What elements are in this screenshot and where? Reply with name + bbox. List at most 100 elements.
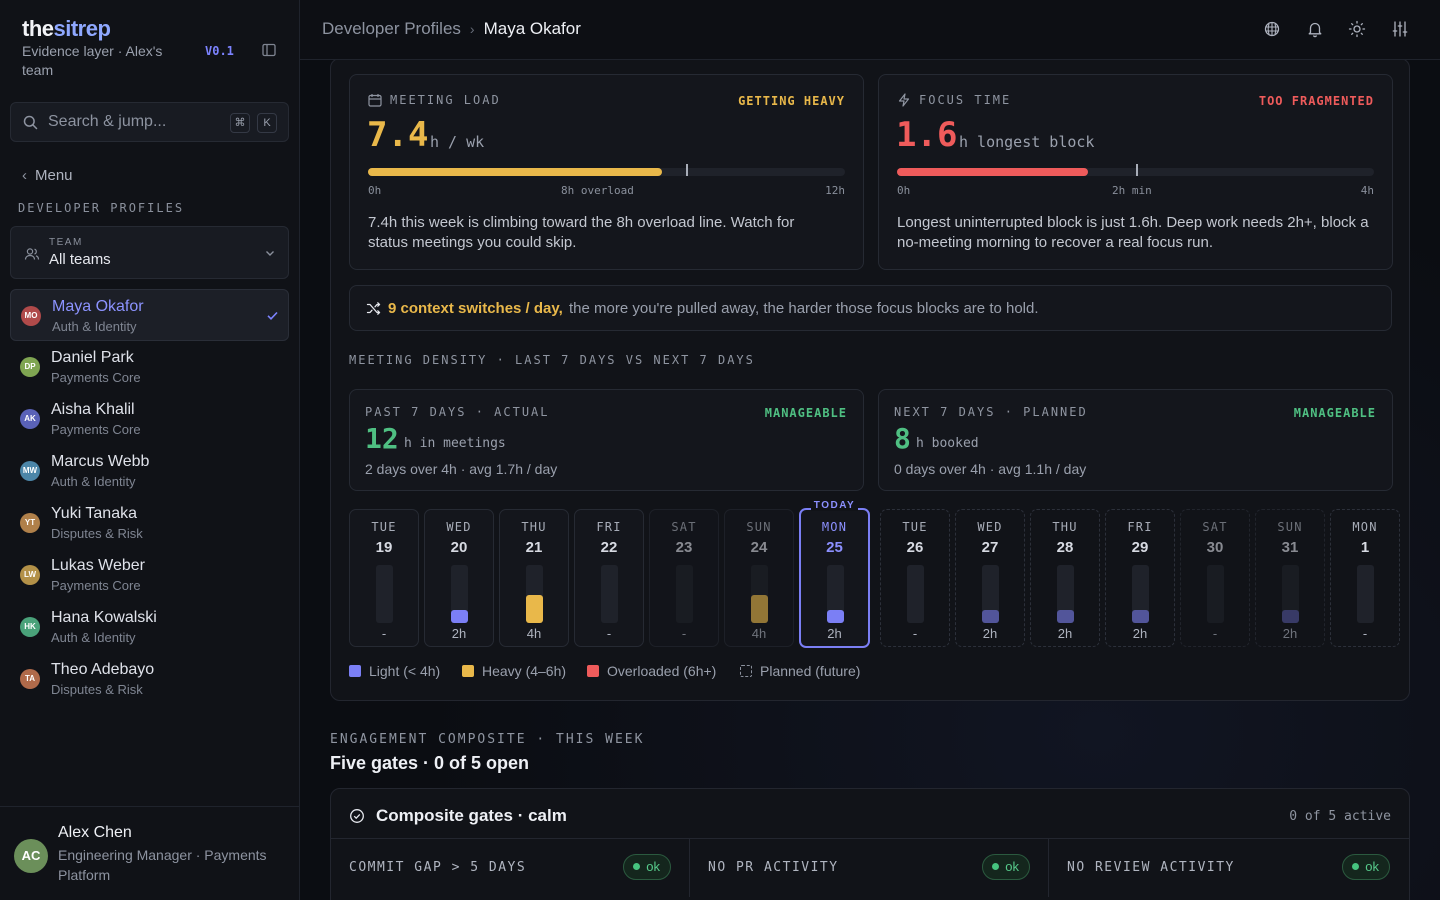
day-tile[interactable]: SUN 31 2h [1255,509,1325,647]
status-dot [992,863,1000,870]
today-tag-label: TODAY [810,500,859,511]
day-tile[interactable]: SAT 23 - [649,509,719,647]
sidebar-collapse-icon[interactable] [262,43,276,57]
next-7-days-card: NEXT 7 DAYS · PLANNED MANAGEABLE 8 h boo… [878,389,1393,491]
developer-name: Maya Okafor [52,298,144,315]
day-number: 1 [1360,539,1370,556]
day-tile[interactable]: FRI 29 2h [1105,509,1175,647]
chevron-left-icon: ‹ [22,167,27,184]
day-name: TUE [371,520,397,534]
legend-overloaded: Overloaded (6h+) [587,663,716,679]
context-switch-text: the more you're pulled away, the harder … [569,300,1039,317]
meeting-load-card: MEETING LOAD GETTING HEAVY 7.4 h / wk 0h… [349,74,864,270]
avatar: AK [20,409,40,429]
past-unit: h in meetings [404,436,506,451]
developer-item[interactable]: TA Theo Adebayo Disputes & Risk [10,653,289,705]
brain-icon[interactable] [1263,20,1281,38]
legend-swatch [349,665,361,677]
day-bar-fill [451,610,468,623]
search-input[interactable]: Search & jump... ⌘ K [10,102,289,142]
day-name: SUN [746,520,772,534]
day-tile[interactable]: WED 27 2h [955,509,1025,647]
developer-team: Disputes & Risk [51,526,143,541]
day-bar-fill [751,595,768,623]
developer-item[interactable]: MO Maya Okafor Auth & Identity [10,289,289,341]
meeting-load-label: MEETING LOAD [390,93,501,107]
legend-swatch [740,665,752,677]
legend-swatch [587,665,599,677]
developer-item[interactable]: YT Yuki Tanaka Disputes & Risk [10,497,289,549]
day-hours: 2h [1057,626,1073,641]
day-tile[interactable]: WED 20 2h [424,509,494,647]
workload-panel: MEETING LOAD GETTING HEAVY 7.4 h / wk 0h… [330,60,1410,701]
status-dot [1352,863,1360,870]
day-number: 22 [600,539,618,556]
section-label: DEVELOPER PROFILES [18,201,185,215]
sun-icon[interactable] [1348,20,1366,38]
developer-list: MO Maya Okafor Auth & Identity DP Daniel Par… [10,289,289,705]
day-name: SAT [671,520,697,534]
developer-item[interactable]: AK Aisha Khalil Payments Core [10,393,289,445]
day-bar-track [601,565,618,623]
day-hours: - [1362,626,1368,641]
next-unit: h booked [916,436,979,451]
developer-item[interactable]: HK Hana Kowalski Auth & Identity [10,601,289,653]
current-user-card[interactable]: AC Alex Chen Engineering Manager · Payme… [0,806,299,900]
developer-item[interactable]: LW Lukas Weber Payments Core [10,549,289,601]
gate-name: NO REVIEW ACTIVITY [1067,860,1235,875]
day-tile[interactable]: TUE 26 - [880,509,950,647]
status-badge-label: ok [646,859,660,874]
menu-back-link[interactable]: ‹ Menu [22,167,73,184]
day-number: 23 [675,539,693,556]
users-icon [24,248,40,260]
legend-label: Planned (future) [760,663,861,679]
legend-swatch [462,665,474,677]
sliders-icon[interactable] [1391,20,1409,38]
legend-label: Light (< 4h) [369,663,441,679]
day-tile[interactable]: TODAY MON 25 2h [799,500,870,648]
day-tile[interactable]: TUE 19 - [349,509,419,647]
developer-item[interactable]: DP Daniel Park Payments Core [10,341,289,393]
meeting-load-value: 7.4 [367,115,429,155]
day-name: THU [1052,520,1078,534]
breadcrumb-parent[interactable]: Developer Profiles [322,19,461,38]
day-tile[interactable]: SAT 30 - [1180,509,1250,647]
brand-logo[interactable]: thesitrep [22,16,111,42]
legend-heavy: Heavy (4–6h) [462,663,566,679]
day-tile[interactable]: SUN 24 4h [724,509,794,647]
day-tile[interactable]: FRI 22 - [574,509,644,647]
developer-team: Auth & Identity [51,474,136,489]
next-status: MANAGEABLE [1293,406,1376,420]
day-tile[interactable]: MON 1 - [1330,509,1400,647]
gates-title: Composite gates · calm [376,806,567,825]
tick-max: 4h [1360,184,1374,197]
developer-team: Payments Core [51,422,141,437]
chevron-right-icon: › [469,21,475,37]
search-icon [23,115,38,130]
next-value: 8 [894,422,911,455]
developer-item[interactable]: MW Marcus Webb Auth & Identity [10,445,289,497]
team-select[interactable]: TEAM All teams [10,226,289,279]
legend-planned: Planned (future) [740,663,860,679]
day-bar-track [751,565,768,623]
bell-icon[interactable] [1306,20,1324,38]
breadcrumb: Developer Profiles › Maya Okafor [322,19,581,39]
main-content: MEETING LOAD GETTING HEAVY 7.4 h / wk 0h… [300,60,1440,900]
team-label: TEAM [49,237,83,248]
day-tile[interactable]: THU 21 4h [499,509,569,647]
breadcrumb-current: Maya Okafor [483,19,581,38]
day-hours: - [606,626,612,641]
version-badge: V0.1 [205,44,234,58]
day-bar-track [982,565,999,623]
day-tile[interactable]: THU 28 2h [1030,509,1100,647]
day-bar-track [827,565,844,623]
brand-subtitle: Evidence layer · Alex's team [22,43,163,78]
shuffle-icon [366,302,381,315]
developer-team: Payments Core [51,578,141,593]
developer-name: Yuki Tanaka [51,505,137,522]
meeting-load-description: 7.4h this week is climbing toward the 8h… [368,214,795,251]
day-hours: - [381,626,387,641]
sidebar: thesitrep Evidence layer · Alex's team V… [0,0,300,900]
status-badge-label: ok [1005,859,1019,874]
focus-time-status: TOO FRAGMENTED [1258,94,1374,108]
